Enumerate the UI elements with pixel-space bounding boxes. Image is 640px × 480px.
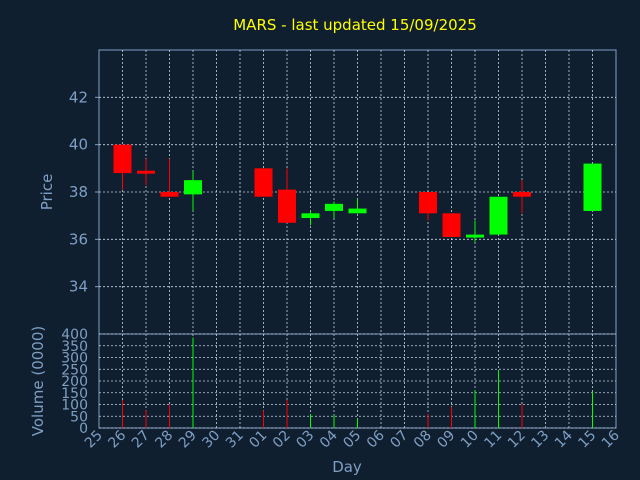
volume-tick-label: 200 bbox=[61, 374, 88, 390]
candle-body bbox=[419, 192, 437, 214]
volume-tick-label: 350 bbox=[61, 339, 88, 355]
price-tick-label: 38 bbox=[69, 183, 88, 201]
volume-tick-label: 50 bbox=[70, 409, 88, 425]
price-panel: 34 36 38 40 42 bbox=[69, 49, 617, 335]
x-axis-label: Day bbox=[332, 458, 362, 476]
candle-body bbox=[278, 189, 296, 223]
volume-tick-label: 0 bbox=[79, 421, 88, 437]
candle-body bbox=[513, 192, 531, 197]
candle-body bbox=[160, 192, 179, 197]
volume-tick-label: 100 bbox=[61, 398, 88, 414]
candle-body bbox=[489, 196, 508, 235]
candle-body bbox=[254, 168, 273, 197]
candle-body bbox=[466, 234, 484, 238]
volume-axis-label: Volume (0000) bbox=[29, 326, 47, 436]
price-axis-label: Price bbox=[38, 174, 56, 211]
price-tick-label: 34 bbox=[69, 278, 88, 296]
volume-tick-label: 300 bbox=[61, 351, 88, 367]
candle-body bbox=[184, 180, 202, 195]
candle-body bbox=[301, 213, 320, 219]
chart-title: MARS - last updated 15/09/2025 bbox=[233, 16, 477, 34]
candle-body bbox=[113, 144, 132, 174]
candle-body bbox=[583, 163, 602, 211]
price-tick-label: 36 bbox=[69, 230, 88, 248]
candle-body bbox=[442, 213, 461, 237]
volume-tick-label: 400 bbox=[61, 327, 88, 343]
candle-body bbox=[348, 208, 367, 214]
candle-body bbox=[137, 170, 155, 174]
volume-tick-label: 250 bbox=[61, 362, 88, 378]
price-tick-label: 42 bbox=[69, 88, 88, 106]
candle-body bbox=[325, 203, 343, 211]
price-tick-label: 40 bbox=[69, 136, 88, 154]
volume-tick-label: 150 bbox=[61, 386, 88, 402]
